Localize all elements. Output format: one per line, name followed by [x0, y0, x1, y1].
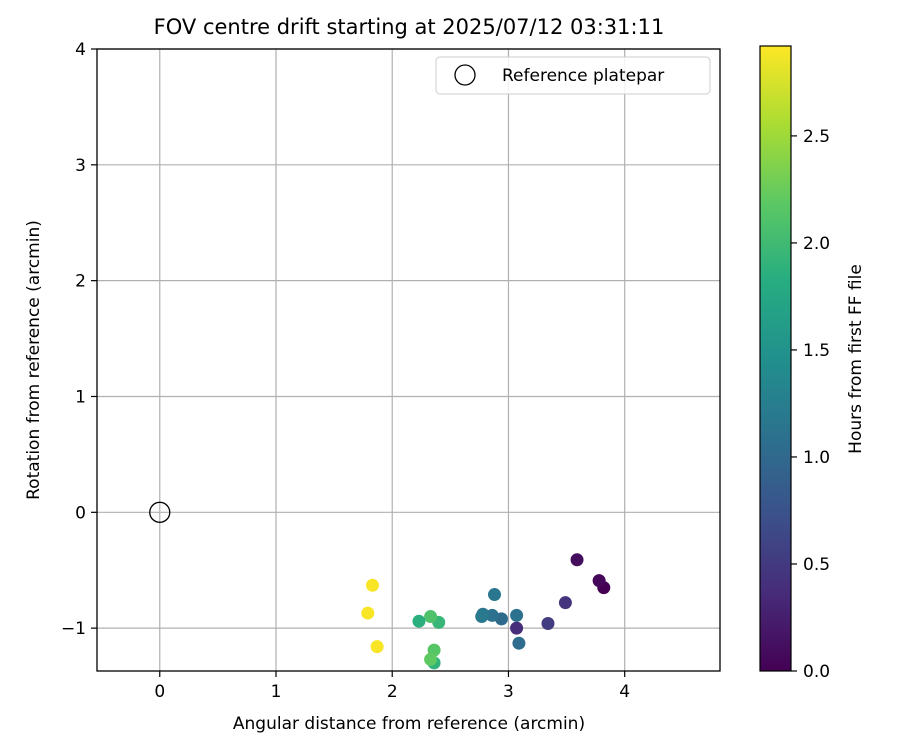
- y-tick-label: 0: [75, 503, 86, 523]
- data-point: [510, 608, 524, 622]
- colorbar-tick-label: 2.5: [803, 127, 830, 147]
- legend: Reference platepar: [435, 56, 711, 95]
- x-axis-label: Angular distance from reference (arcmin): [233, 714, 585, 734]
- data-point: [412, 614, 426, 628]
- y-tick-label: 2: [75, 272, 86, 292]
- data-point: [370, 640, 384, 654]
- reference-marker-group: [149, 501, 171, 523]
- data-point: [512, 636, 526, 650]
- legend-reference-marker: [454, 64, 476, 86]
- colorbar-tick-label: 0.0: [803, 662, 830, 682]
- colorbar-label: Hours from first FF file: [846, 264, 866, 454]
- data-point: [361, 606, 375, 620]
- data-points: [361, 553, 611, 670]
- chart-title: FOV centre drift starting at 2025/07/12 …: [154, 15, 665, 39]
- y-axis: −1 0 1 2 3 4: [61, 40, 97, 639]
- y-tick-label: 4: [75, 40, 86, 60]
- y-tick-label: 3: [75, 156, 86, 176]
- colorbar-gradient: [759, 45, 792, 672]
- legend-entry-label: Reference platepar: [502, 66, 664, 86]
- colorbar-tick-label: 2.0: [803, 234, 830, 254]
- data-point: [424, 610, 438, 624]
- colorbar-tick-label: 1.0: [803, 448, 830, 468]
- data-point: [541, 617, 555, 631]
- colorbar: 0.0 0.5 1.0 1.5 2.0 2.5 Hours from first FF f…: [759, 45, 866, 682]
- colorbar-tick-label: 0.5: [803, 555, 830, 575]
- data-point: [510, 621, 524, 635]
- grid: [97, 48, 720, 671]
- data-point: [570, 553, 584, 567]
- y-axis-label: Rotation from reference (arcmin): [24, 220, 44, 500]
- x-tick-label: 0: [154, 682, 165, 702]
- plot-frame: [96, 48, 721, 672]
- x-axis: 0 1 2 3 4: [154, 671, 630, 702]
- colorbar-tick-label: 1.5: [803, 341, 830, 361]
- data-point: [424, 652, 438, 666]
- x-tick-label: 2: [387, 682, 398, 702]
- data-point: [475, 610, 489, 624]
- colorbar-ticks: 0.0 0.5 1.0 1.5 2.0 2.5: [791, 127, 830, 682]
- x-tick-label: 1: [271, 682, 282, 702]
- x-tick-label: 4: [619, 682, 630, 702]
- y-tick-label: 1: [75, 387, 86, 407]
- data-point: [558, 596, 572, 610]
- data-point: [365, 578, 379, 592]
- x-tick-label: 3: [503, 682, 514, 702]
- data-point: [592, 574, 606, 588]
- data-point: [488, 588, 502, 602]
- y-tick-label: −1: [61, 619, 86, 639]
- legend-box: [435, 56, 711, 95]
- reference-platepar-marker: [149, 501, 171, 523]
